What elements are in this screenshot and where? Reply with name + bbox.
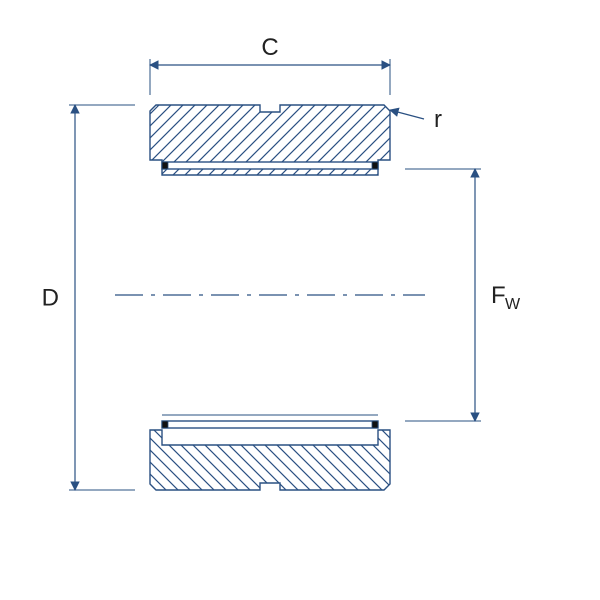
roller-end-cap [372, 421, 378, 428]
label-Fw-sub: W [505, 296, 521, 313]
ring-cross-section-bottom [150, 430, 390, 490]
label-C: C [261, 34, 278, 61]
roller-end-cap [162, 162, 168, 169]
label-r: r [434, 106, 442, 133]
leader-r [390, 110, 424, 119]
label-Fw: F [491, 282, 506, 309]
roller-body [162, 421, 378, 428]
label-D: D [42, 285, 59, 312]
roller-body [162, 162, 378, 169]
roller-end-cap [372, 162, 378, 169]
roller-end-cap [162, 421, 168, 428]
